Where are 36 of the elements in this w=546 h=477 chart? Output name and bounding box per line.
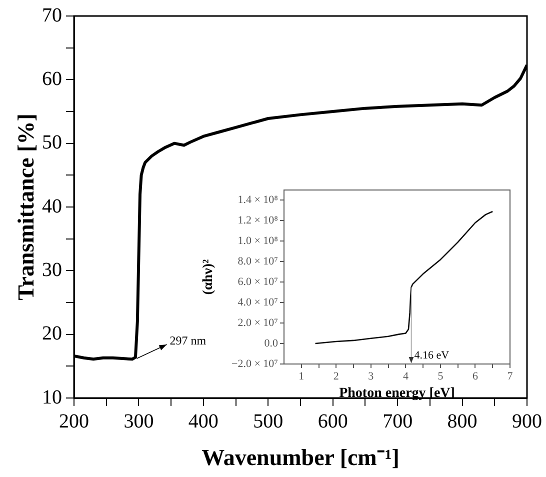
x-tick-label: 900 (512, 410, 542, 432)
x-tick-label: 6 (472, 370, 478, 382)
y-tick-label: −2.0 × 10⁷ (232, 358, 278, 370)
y-tick-label: 60 (42, 68, 62, 90)
y-tick-label: 30 (42, 258, 62, 281)
x-tick-label: 800 (447, 410, 478, 432)
y-tick-label: 6.0 × 10⁷ (238, 276, 278, 288)
annotation: 4.16 eV (414, 349, 450, 362)
x-tick-label: 500 (253, 410, 284, 432)
annotation: 297 nm (170, 334, 207, 348)
x-tick-label: 600 (318, 410, 348, 432)
x-tick-label: 1 (298, 370, 304, 382)
y-tick-label: 4.0 × 10⁷ (238, 296, 278, 308)
y-tick-label: 8.0 × 10⁷ (238, 256, 278, 268)
y-tick-label: 1.2 × 10⁸ (238, 214, 278, 227)
x-tick-label: 700 (382, 410, 413, 432)
x-tick-label: 7 (507, 370, 514, 382)
y-tick-label: 40 (42, 195, 62, 218)
x-tick-label: 4 (402, 370, 409, 382)
x-tick-label: 200 (59, 410, 89, 432)
y-tick-label: 2.0 × 10⁷ (238, 316, 278, 329)
x-tick-label: 3 (368, 370, 374, 382)
x-tick-label: 2 (333, 370, 339, 382)
y-axis-title: Transmittance [%] (14, 114, 39, 300)
y-tick-label: 20 (42, 322, 62, 345)
x-axis-title: Wavenumber [cm⁻¹] (202, 445, 400, 470)
y-tick-label: 70 (42, 4, 62, 26)
y-tick-label: 50 (42, 132, 62, 154)
y-tick-label: 1.0 × 10⁸ (238, 235, 278, 248)
x-tick-label: 400 (188, 410, 218, 432)
y-tick-label: 1.4 × 10⁸ (238, 194, 278, 206)
y-tick-label: 10 (42, 386, 62, 408)
x-tick-label: 5 (438, 370, 444, 382)
y-axis-title: (αhν)² (201, 259, 216, 295)
y-tick-label: 0.0 (264, 337, 278, 350)
x-tick-label: 300 (124, 410, 154, 432)
